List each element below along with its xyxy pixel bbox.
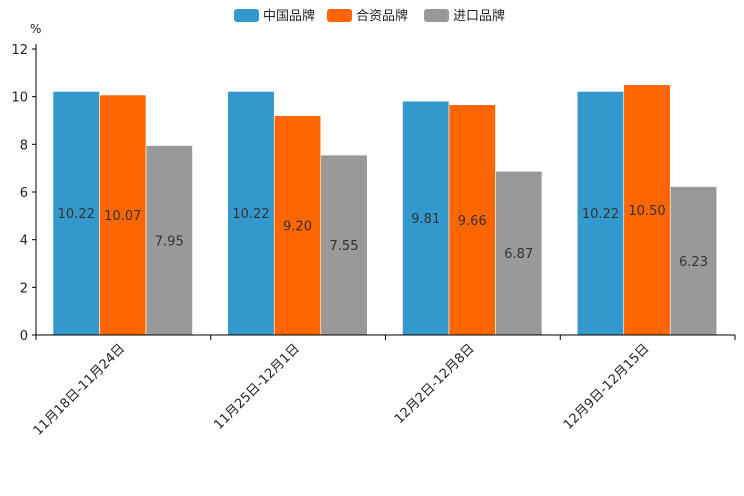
category-label: 12月9日-12月15日 — [561, 341, 653, 433]
category-label: 12月2日-12月8日 — [392, 341, 478, 427]
value-label: 7.55 — [330, 239, 359, 254]
category-label: 11月25日-12月1日 — [211, 341, 303, 433]
value-label: 9.20 — [283, 219, 312, 234]
bar-1-1 — [52, 91, 100, 336]
y-tick-label: 10 — [11, 91, 28, 106]
y-axis: 0 2 4 6 8 10 12 — [11, 43, 37, 344]
y-tick-label: 8 — [20, 138, 28, 153]
legend-swatch-2 — [327, 9, 352, 22]
bar-1-3 — [402, 100, 450, 336]
y-axis-unit: % — [30, 22, 41, 36]
legend: 中国品牌 合资品牌 进口品牌 — [234, 8, 505, 24]
bar-2-3 — [448, 104, 496, 336]
bar-3-4 — [669, 186, 718, 336]
x-axis: 11月18日-11月24日 11月25日-12月1日 12月2日-12月8日 12月9… — [31, 334, 736, 439]
value-label: 10.22 — [582, 207, 619, 222]
value-label: 10.22 — [58, 207, 95, 222]
value-label: 10.50 — [628, 204, 665, 219]
legend-label-2: 合资品牌 — [356, 8, 408, 24]
y-tick-label: 12 — [11, 43, 28, 58]
bar-3-2 — [320, 154, 368, 336]
legend-label-3: 进口品牌 — [453, 8, 505, 24]
value-label: 6.23 — [679, 255, 708, 270]
legend-swatch-1 — [234, 9, 259, 22]
value-label: 6.87 — [504, 247, 533, 262]
value-label: 10.07 — [104, 209, 141, 224]
bar-2-4 — [623, 84, 671, 336]
value-label: 7.95 — [155, 234, 184, 249]
bars: 10.22 10.07 7.95 10.22 9.20 7.55 9.81 9.66 6.87 1… — [52, 84, 718, 336]
y-tick-label: 2 — [20, 281, 28, 296]
value-label: 10.22 — [232, 207, 269, 222]
y-tick-label: 4 — [20, 234, 28, 249]
value-label: 9.81 — [411, 212, 440, 227]
category-label: 11月18日-11月24日 — [31, 341, 128, 438]
bar-2-1 — [99, 94, 147, 336]
legend-label-1: 中国品牌 — [263, 8, 315, 24]
y-tick-label: 6 — [20, 186, 28, 201]
legend-swatch-3 — [424, 9, 449, 22]
bar-3-1 — [145, 145, 193, 336]
y-tick-label: 0 — [20, 329, 28, 344]
value-label: 9.66 — [458, 214, 487, 229]
